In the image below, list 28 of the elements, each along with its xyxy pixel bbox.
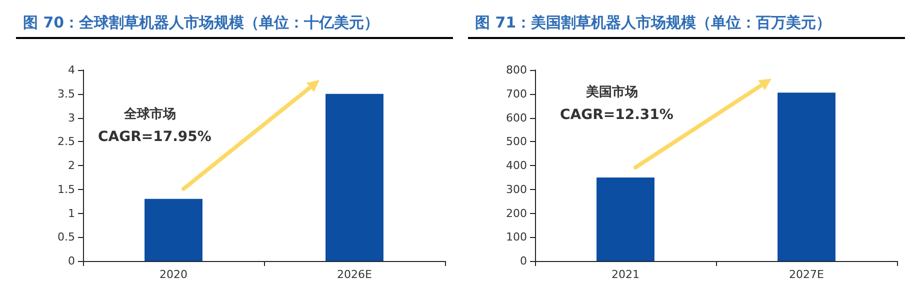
y-tick-label: 600: [506, 111, 527, 124]
y-tick-label: 700: [506, 87, 527, 100]
y-tick-label: 100: [506, 230, 527, 244]
y-tick-label: 1: [68, 206, 75, 220]
y-tick-label: 500: [506, 135, 527, 148]
y-tick-label: 0.5: [58, 230, 75, 244]
y-tick-label: 3: [68, 111, 75, 124]
y-tick-label: 1.5: [58, 182, 75, 196]
x-tick-label: 2021: [612, 268, 640, 281]
y-tick-label: 0: [520, 254, 527, 268]
y-tick-label: 2: [68, 159, 75, 172]
x-tick-label: 2020: [160, 268, 188, 281]
chart-title: 图 70：全球割草机器人市场规模（单位：十亿美元）: [23, 14, 380, 32]
y-tick-label: 300: [506, 182, 527, 196]
chart-title: 图 71：美国割草机器人市场规模（单位：百万美元）: [475, 14, 832, 32]
y-tick-label: 800: [506, 64, 527, 76]
x-tick-label: 2026E: [337, 268, 372, 281]
y-tick-label: 200: [506, 206, 527, 220]
annotation: 全球市场: [123, 106, 176, 122]
y-tick-label: 3.5: [58, 87, 75, 100]
annotation: CAGR=12.31%: [560, 107, 674, 123]
annotation: CAGR=17.95%: [98, 129, 212, 145]
y-tick-label: 4: [68, 64, 75, 76]
y-tick-label: 2.5: [58, 135, 75, 148]
annotation: 美国市场: [585, 84, 638, 100]
y-tick-label: 0: [68, 254, 75, 268]
y-tick-label: 400: [506, 159, 527, 172]
x-tick-label: 2027E: [789, 268, 824, 281]
